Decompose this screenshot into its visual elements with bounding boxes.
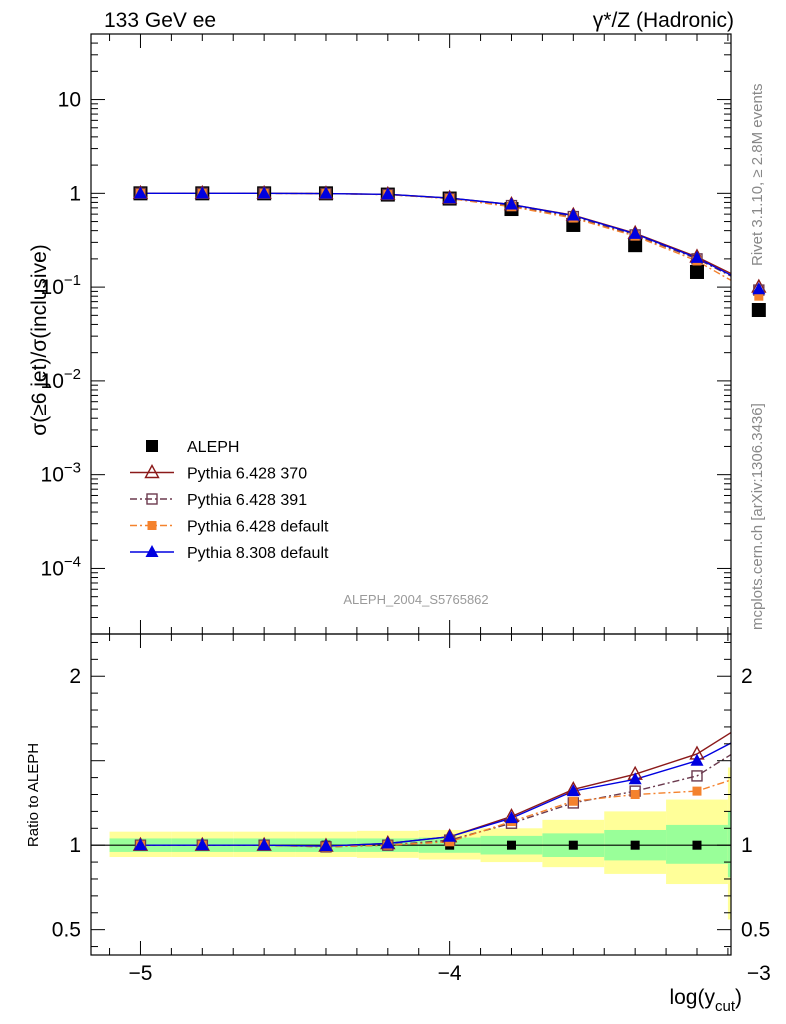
main-y-tick-label-3: 10−2 [41, 366, 81, 393]
ratio-point-p8-3 [319, 839, 333, 852]
ratio-y-axis-label: Ratio to ALEPH [25, 743, 42, 847]
analysis-label: ALEPH_2004_S5765862 [343, 592, 488, 607]
ratio-y-tick-label-left-0: 2 [69, 665, 81, 688]
ratio-point-p8-8 [628, 772, 642, 785]
main-markers-pdef [135, 188, 764, 301]
main-point-data-10 [751, 303, 766, 318]
main-point-p8-2 [257, 186, 271, 199]
main-frame [90, 33, 732, 635]
legend-entry-p370: Pythia 6.428 370 [130, 464, 307, 483]
main-point-data-9 [689, 264, 704, 279]
legend-marker-data [146, 440, 158, 452]
ratio-markers-p8 [133, 722, 765, 852]
legend-label-p391: Pythia 6.428 391 [187, 492, 307, 509]
ratio-y-tick-label-left-2: 0.5 [52, 919, 81, 942]
ratio-point-pdef-9 [692, 786, 702, 796]
legend-entry-p391: Pythia 6.428 391 [130, 492, 307, 509]
ratio-point-p8-2 [257, 838, 271, 851]
main-y-axis-label: σ(≥6 jet)/σ(inclusive) [28, 244, 51, 435]
ratio-point-p8-7 [566, 784, 580, 797]
main-point-p8-9 [690, 250, 704, 263]
ratio-point-pdef-5 [445, 837, 455, 847]
ratio-point-data-8 [630, 840, 640, 850]
ratio-point-p8-5 [443, 829, 457, 842]
ratio-point-p8-10 [752, 722, 765, 734]
inner-band-10 [727, 811, 731, 878]
ratio-point-p8-4 [381, 836, 395, 849]
x-tick-label-1: −4 [438, 962, 462, 985]
uncertainty-bands [109, 767, 731, 920]
main-series-p391 [140, 192, 731, 277]
legend: ALEPH Pythia 6.428 370 Pythia 6.428 391 Pyt… [130, 439, 329, 562]
main-y-tick-label-0: 10 [58, 89, 81, 112]
ratio-point-p8-1 [195, 838, 209, 851]
legend-label-p8: Pythia 8.308 default [187, 545, 329, 562]
ratio-point-pdef-7 [568, 796, 578, 806]
ratio-y-tick-label-right-1: 1 [741, 834, 753, 857]
mcplots-label: mcplots.cern.ch [arXiv:1306.3436] [749, 403, 766, 630]
main-point-pdef-10 [754, 291, 764, 301]
ratio-y-tick-label-left-1: 1 [69, 834, 81, 857]
main-series-p370 [140, 192, 731, 275]
main-point-p8-6 [504, 197, 518, 210]
axes-layer: 10 1 10−1 10−2 10−3 10−4 2 2 1 1 0.5 0.5 −5 −4 −3 [41, 33, 771, 985]
header-left-title: 133 GeV ee [104, 9, 216, 32]
ratio-point-p8-0 [133, 838, 147, 851]
main-point-p8-10 [752, 282, 766, 295]
legend-marker-p370 [144, 464, 160, 479]
x-axis-label: log(ycut) [669, 986, 742, 1015]
legend-label-data: ALEPH [187, 439, 239, 456]
legend-label-p370: Pythia 6.428 370 [187, 466, 307, 483]
main-markers-data [133, 186, 766, 318]
main-point-p8-4 [381, 187, 395, 200]
main-line-p370 [140, 192, 731, 275]
main-point-p8-5 [443, 191, 457, 204]
legend-marker-p8 [145, 545, 159, 557]
ratio-point-p391-9 [691, 770, 703, 782]
ratio-point-pdef-10 [754, 766, 763, 775]
ratio-point-data-7 [568, 840, 578, 850]
main-point-p8-3 [319, 186, 333, 199]
rivet-version-label: Rivet 3.1.10, ≥ 2.8M events [749, 84, 766, 267]
header-right-title: γ*/Z (Hadronic) [593, 9, 734, 32]
main-markers-p391 [134, 187, 765, 296]
outer-band-10 [727, 767, 731, 920]
main-markers-p8 [133, 186, 766, 295]
ratio-panel [91, 708, 765, 853]
ratio-point-p370-10 [752, 708, 765, 720]
main-y-tick-label-1: 1 [69, 182, 81, 205]
ratio-y-tick-label-right-0: 2 [741, 665, 753, 688]
main-y-tick-label-5: 10−4 [41, 553, 81, 580]
main-point-data-8 [628, 238, 643, 253]
ratio-point-p8-9 [690, 753, 704, 766]
x-tick-label-0: −5 [128, 962, 152, 985]
ratio-point-data-9 [692, 840, 702, 850]
main-point-p8-0 [133, 186, 147, 199]
legend-marker-pdef [147, 521, 157, 530]
legend-label-pdef: Pythia 6.428 default [187, 519, 329, 536]
ratio-point-pdef-8 [630, 790, 640, 799]
main-point-p8-1 [195, 186, 209, 199]
ratio-point-p8-6 [504, 811, 518, 824]
legend-entry-p8: Pythia 8.308 default [130, 545, 329, 562]
main-point-p8-8 [628, 226, 642, 239]
ratio-point-data-10 [754, 841, 763, 850]
ratio-y-tick-label-right-2: 0.5 [741, 919, 770, 942]
background-layer [109, 767, 731, 920]
main-point-p8-7 [566, 208, 580, 221]
main-panel [132, 184, 767, 318]
legend-marker-p391 [146, 493, 158, 505]
legend-entry-data: ALEPH [146, 439, 239, 456]
main-y-tick-label-4: 10−3 [41, 460, 81, 487]
x-tick-label-2: −3 [747, 962, 771, 985]
main-line-p391 [140, 192, 731, 277]
legend-entry-pdef: Pythia 6.428 default [130, 519, 329, 536]
main-y-tick-label-2: 10−1 [41, 272, 81, 299]
ratio-point-data-6 [506, 840, 516, 850]
ratio-point-p391-10 [754, 732, 764, 742]
main-markers-p370 [132, 184, 767, 293]
